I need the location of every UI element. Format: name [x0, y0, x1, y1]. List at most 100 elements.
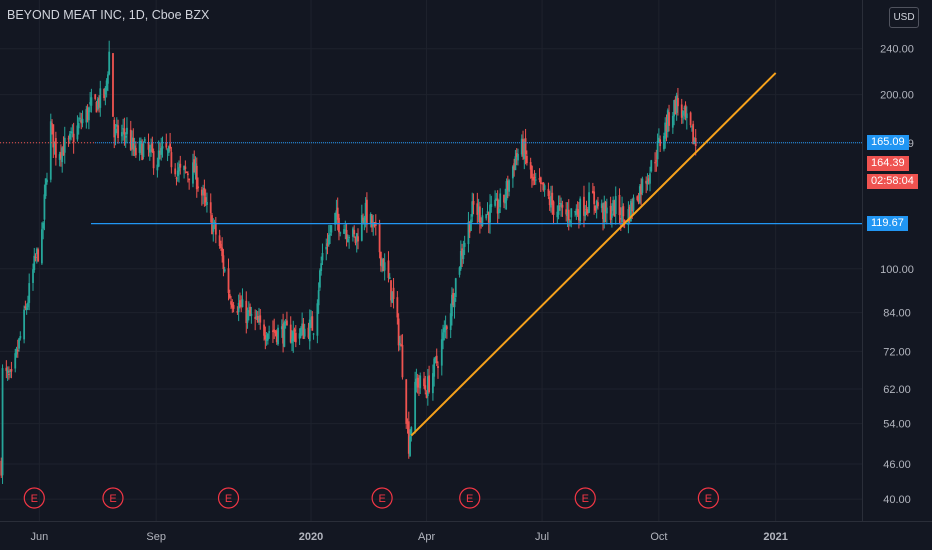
candle-body	[237, 302, 240, 313]
candle-body	[416, 377, 419, 388]
candle-body	[24, 306, 27, 309]
candle-body	[51, 123, 53, 125]
candle-body	[87, 107, 90, 121]
candle-body	[150, 145, 152, 148]
resistance-price-tag: 165.09	[867, 135, 909, 151]
candle-body	[303, 328, 306, 337]
candle-body	[117, 125, 119, 139]
candle-body	[683, 107, 686, 109]
earnings-marker	[697, 487, 719, 509]
candle-body	[202, 190, 205, 195]
candle-body	[637, 199, 640, 203]
candle-body	[7, 373, 10, 375]
candle-body	[143, 138, 146, 142]
candle-body	[614, 196, 617, 215]
candle-body	[169, 143, 172, 149]
candle-body	[310, 317, 312, 319]
candle-body	[480, 220, 483, 223]
candle-body	[120, 132, 123, 137]
candle-body	[621, 207, 623, 222]
candle-body	[46, 179, 48, 183]
candle-body	[655, 160, 658, 162]
candle-body	[476, 203, 479, 215]
candle-body	[613, 200, 616, 217]
candle-body	[254, 317, 257, 319]
candle-body	[383, 262, 386, 271]
candle-body	[382, 259, 385, 272]
candle-body	[115, 124, 118, 127]
candle-body	[206, 202, 208, 206]
currency-button[interactable]: USD	[889, 7, 919, 28]
candle-body	[458, 267, 461, 275]
candle-body	[566, 212, 569, 216]
candle-body	[336, 207, 339, 220]
candle-body	[432, 373, 434, 394]
candle-body	[71, 132, 74, 134]
candle-body	[42, 222, 45, 229]
candle-body	[612, 200, 615, 211]
candle-body	[58, 154, 61, 160]
candle-body	[560, 203, 563, 207]
candle-body	[674, 99, 677, 115]
candle-body	[442, 332, 444, 341]
candle-body	[98, 97, 100, 108]
candle-body	[334, 213, 337, 225]
candle-body	[126, 127, 128, 135]
candle-body	[489, 204, 491, 223]
x-tick-label: Oct	[650, 531, 667, 543]
candle-body	[588, 192, 590, 213]
candle-body	[508, 180, 510, 192]
candle-body	[496, 198, 499, 214]
candle-body	[49, 121, 52, 180]
earnings-marker-label: E	[705, 493, 712, 505]
candle-body	[256, 315, 259, 323]
candle-body	[222, 255, 225, 269]
candle-body	[70, 131, 72, 134]
candle-body	[67, 138, 70, 140]
candle-body	[175, 177, 178, 179]
candle-body	[183, 165, 185, 171]
candle-body	[280, 326, 283, 330]
candle-body	[203, 188, 206, 196]
candle-body	[166, 149, 169, 151]
candle-body	[63, 137, 66, 153]
candle-body	[272, 330, 274, 333]
candle-body	[594, 205, 597, 211]
candle-body	[68, 133, 71, 140]
candle-body	[454, 278, 457, 298]
candle-body	[114, 128, 117, 136]
candle-body	[138, 141, 141, 153]
candle-body	[293, 329, 296, 332]
candle-body	[352, 228, 354, 237]
candle-body	[531, 166, 533, 179]
candle-body	[675, 95, 678, 113]
candle-body	[557, 205, 560, 215]
candle-body	[597, 202, 599, 207]
candle-body	[409, 436, 411, 456]
candle-body	[440, 339, 443, 366]
candle-body	[449, 313, 452, 330]
earnings-marker	[574, 487, 596, 509]
candle-body	[369, 213, 372, 224]
candle-body	[77, 122, 80, 129]
candle-body	[142, 143, 145, 157]
candle-body	[219, 243, 222, 248]
candle-body	[388, 277, 391, 279]
candle-body	[37, 249, 39, 262]
candle-body	[647, 178, 650, 182]
candle-body	[435, 355, 438, 364]
candle-body	[105, 80, 108, 91]
candle-body	[390, 280, 392, 301]
candle-body	[415, 378, 418, 386]
earnings-marker-label: E	[466, 493, 473, 505]
candle-body	[156, 164, 159, 171]
candle-body	[308, 319, 311, 342]
candle-body	[656, 141, 659, 160]
candle-body	[550, 195, 552, 208]
candle-body	[122, 128, 125, 130]
candle-body	[0, 460, 3, 476]
x-tick-label: 2020	[299, 531, 323, 543]
candle-body	[255, 316, 258, 318]
candle-body	[241, 299, 244, 308]
